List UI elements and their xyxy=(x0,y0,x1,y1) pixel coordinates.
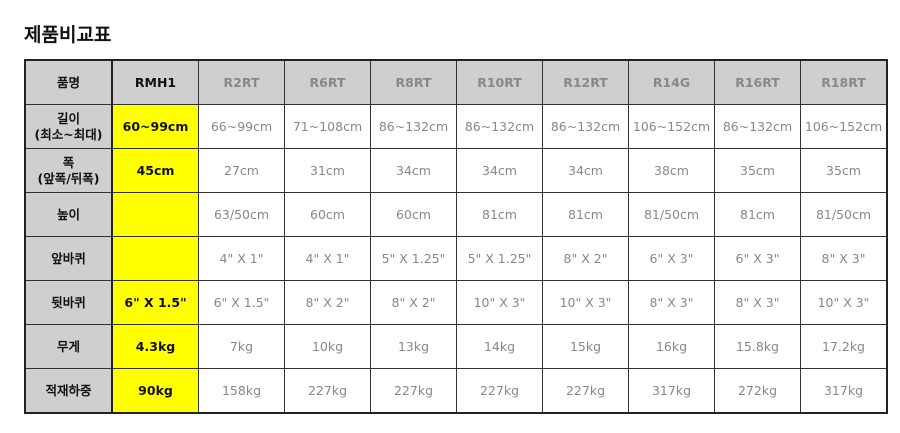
table-cell: 10kg xyxy=(284,324,371,369)
table-cell: 5" X 1.25" xyxy=(370,236,457,281)
table-cell: 10" X 3" xyxy=(456,280,543,325)
row-header-line: 길이 xyxy=(56,110,80,126)
row-header-line: 적재하중 xyxy=(45,382,92,398)
table-cell: 8" X 3" xyxy=(628,280,715,325)
table-cell: 81cm xyxy=(456,192,543,237)
table-cell: 317kg xyxy=(800,368,888,414)
table-cell: 13kg xyxy=(370,324,457,369)
row-header-line: 높이 xyxy=(56,206,80,222)
column-header-product: R10RT xyxy=(456,59,543,105)
table-cell: 60~99cm xyxy=(111,104,199,149)
column-header-product: R12RT xyxy=(542,59,629,105)
comparison-table: 품명 RMH1 R2RT R6RT R8RT R10RT R12RT R14G R16RT R18… xyxy=(24,59,888,414)
table-cell: 272kg xyxy=(714,368,801,414)
table-cell: 158kg xyxy=(198,368,285,414)
row-header-line: 폭 xyxy=(62,154,75,170)
page-title: 제품비교표 xyxy=(24,24,112,46)
row-header: 높이 xyxy=(24,192,113,237)
table-row: 폭 (앞폭/뒤폭) 45cm 27cm 31cm 34cm 34cm 34cm 38cm 35cm… xyxy=(24,148,888,193)
table-cell: 4" X 1" xyxy=(284,236,371,281)
table-cell: 106~152cm xyxy=(628,104,715,149)
table-cell: 81cm xyxy=(714,192,801,237)
table-cell: 10" X 3" xyxy=(542,280,629,325)
table-cell: 86~132cm xyxy=(542,104,629,149)
row-header: 앞바퀴 xyxy=(24,236,113,281)
column-header-product: R6RT xyxy=(284,59,371,105)
table-cell: 60cm xyxy=(284,192,371,237)
table-cell xyxy=(111,236,199,281)
row-header: 폭 (앞폭/뒤폭) xyxy=(24,148,113,193)
table-cell: 227kg xyxy=(284,368,371,414)
table-cell: 35cm xyxy=(714,148,801,193)
table-cell: 66~99cm xyxy=(198,104,285,149)
table-cell: 15.8kg xyxy=(714,324,801,369)
table-row: 앞바퀴 4" X 1" 4" X 1" 5" X 1.25" 5" X 1.25" 8" … xyxy=(24,236,888,281)
column-header-product: RMH1 xyxy=(111,59,199,105)
table-cell: 16kg xyxy=(628,324,715,369)
table-cell: 35cm xyxy=(800,148,888,193)
row-header: 무게 xyxy=(24,324,113,369)
row-header: 뒷바퀴 xyxy=(24,280,113,325)
table-row: 뒷바퀴 6" X 1.5" 6" X 1.5" 8" X 2" 8" X 2" 10" X… xyxy=(24,280,888,325)
header-row: 품명 RMH1 R2RT R6RT R8RT R10RT R12RT R14G R16RT R18… xyxy=(24,59,888,105)
table-cell: 71~108cm xyxy=(284,104,371,149)
table-cell: 106~152cm xyxy=(800,104,888,149)
column-header-product: R14G xyxy=(628,59,715,105)
table-cell: 86~132cm xyxy=(370,104,457,149)
column-header-product: R8RT xyxy=(370,59,457,105)
table-cell: 14kg xyxy=(456,324,543,369)
row-header-line: 무게 xyxy=(56,338,80,354)
table-row: 길이 (최소~최대) 60~99cm 66~99cm 71~108cm 86~132cm 8… xyxy=(24,104,888,149)
table-cell: 317kg xyxy=(628,368,715,414)
table-row: 높이 63/50cm 60cm 60cm 81cm 81cm 81/50cm 81cm 81/5… xyxy=(24,192,888,237)
table-cell: 17.2kg xyxy=(800,324,888,369)
table-row: 무게 4.3kg 7kg 10kg 13kg 14kg 15kg 16kg 15.8kg 17.2… xyxy=(24,324,888,369)
table-cell: 38cm xyxy=(628,148,715,193)
row-header: 길이 (최소~최대) xyxy=(24,104,113,149)
table-cell: 6" X 3" xyxy=(628,236,715,281)
table-cell: 4" X 1" xyxy=(198,236,285,281)
table-cell: 227kg xyxy=(370,368,457,414)
table-cell: 8" X 2" xyxy=(284,280,371,325)
row-header-line: (최소~최대) xyxy=(34,126,103,142)
table-row: 적재하중 90kg 158kg 227kg 227kg 227kg 227kg 317kg 27… xyxy=(24,368,888,414)
table-cell: 81/50cm xyxy=(800,192,888,237)
table-cell: 10" X 3" xyxy=(800,280,888,325)
table-cell: 8" X 2" xyxy=(370,280,457,325)
table-cell: 34cm xyxy=(370,148,457,193)
column-header-product: R2RT xyxy=(198,59,285,105)
column-header-label: 품명 xyxy=(24,59,113,105)
table-cell: 34cm xyxy=(456,148,543,193)
table-cell: 34cm xyxy=(542,148,629,193)
table-cell: 90kg xyxy=(111,368,199,414)
table-cell: 15kg xyxy=(542,324,629,369)
table-cell: 6" X 3" xyxy=(714,236,801,281)
table-cell: 31cm xyxy=(284,148,371,193)
table-cell xyxy=(111,192,199,237)
row-header-line: 뒷바퀴 xyxy=(51,294,86,310)
row-header-line: (앞폭/뒤폭) xyxy=(37,170,100,186)
table-cell: 7kg xyxy=(198,324,285,369)
table-cell: 86~132cm xyxy=(714,104,801,149)
row-header: 적재하중 xyxy=(24,368,113,414)
table-cell: 227kg xyxy=(542,368,629,414)
table-cell: 8" X 2" xyxy=(542,236,629,281)
table-cell: 8" X 3" xyxy=(800,236,888,281)
table-cell: 86~132cm xyxy=(456,104,543,149)
table-cell: 4.3kg xyxy=(111,324,199,369)
table-cell: 27cm xyxy=(198,148,285,193)
table-cell: 5" X 1.25" xyxy=(456,236,543,281)
column-header-product: R18RT xyxy=(800,59,888,105)
row-header-line: 앞바퀴 xyxy=(51,250,86,266)
table-cell: 6" X 1.5" xyxy=(111,280,199,325)
table-cell: 8" X 3" xyxy=(714,280,801,325)
table-cell: 6" X 1.5" xyxy=(198,280,285,325)
table-cell: 81/50cm xyxy=(628,192,715,237)
column-header-product: R16RT xyxy=(714,59,801,105)
table-cell: 63/50cm xyxy=(198,192,285,237)
table-cell: 227kg xyxy=(456,368,543,414)
table-cell: 45cm xyxy=(111,148,199,193)
table-cell: 60cm xyxy=(370,192,457,237)
table-cell: 81cm xyxy=(542,192,629,237)
